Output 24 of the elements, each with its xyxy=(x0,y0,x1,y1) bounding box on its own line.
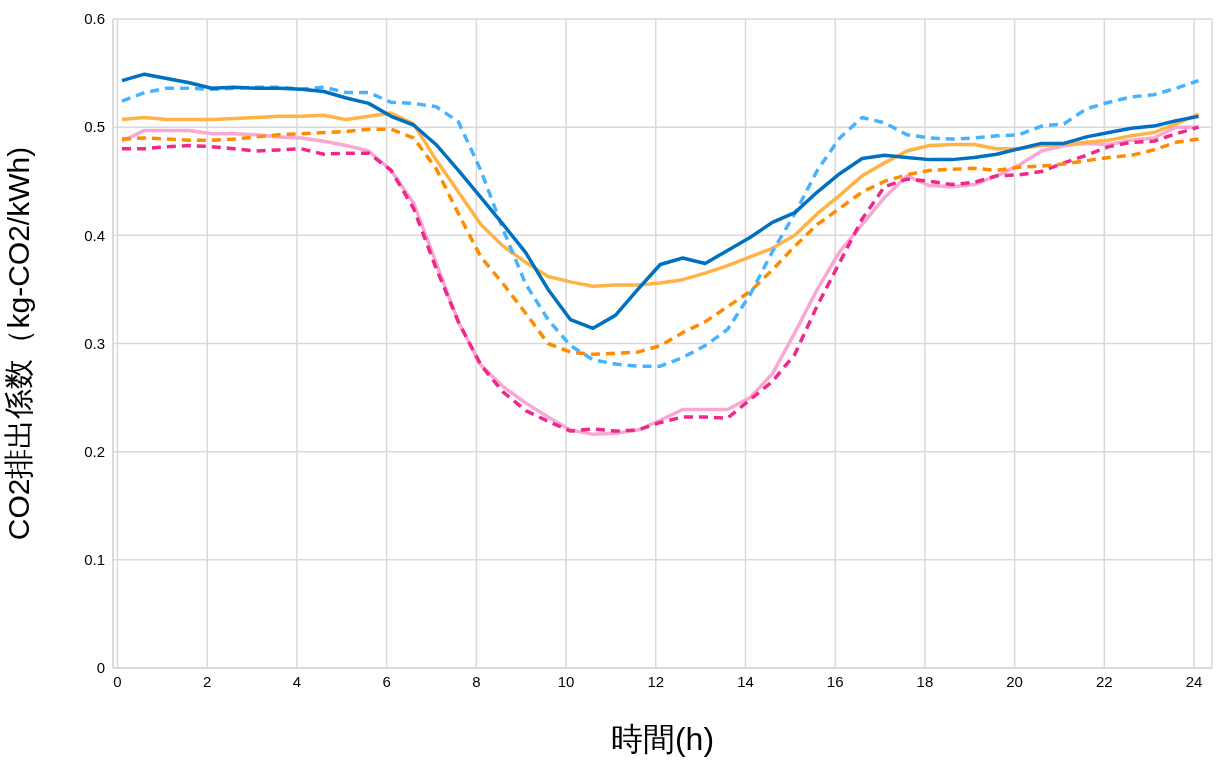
x-tick-label: 8 xyxy=(472,672,481,690)
x-tick-label: 10 xyxy=(557,672,575,690)
y-tick-label: 0.6 xyxy=(84,10,105,28)
line-series xyxy=(120,127,1201,357)
x-tick-label: 14 xyxy=(737,672,754,690)
x-tick-label: 18 xyxy=(916,672,934,690)
x-tick-label: 2 xyxy=(203,672,212,690)
x-tick-label: 16 xyxy=(826,672,844,690)
x-tick-label: 24 xyxy=(1185,672,1203,690)
line-series xyxy=(120,111,1201,288)
x-tick-label: 4 xyxy=(292,672,302,690)
y-tick-label: 0.5 xyxy=(84,118,105,136)
x-tick-label: 0 xyxy=(113,672,122,690)
y-tick-label: 0.2 xyxy=(84,442,105,460)
y-tick-label: 0.1 xyxy=(84,551,105,569)
y-tick-label: 0.4 xyxy=(84,226,105,244)
x-tick-label: 22 xyxy=(1096,672,1113,690)
x-axis-title: 時間(h) xyxy=(610,721,715,757)
y-tick-label: 0.3 xyxy=(84,334,105,352)
x-tick-label: 20 xyxy=(1006,672,1023,690)
x-tick-label: 6 xyxy=(382,672,391,690)
x-tick-label: 12 xyxy=(647,672,665,690)
y-axis-title: CO2排出係数（kg-CO2/kWh) xyxy=(1,146,35,541)
y-tick-label: 0 xyxy=(96,659,105,677)
